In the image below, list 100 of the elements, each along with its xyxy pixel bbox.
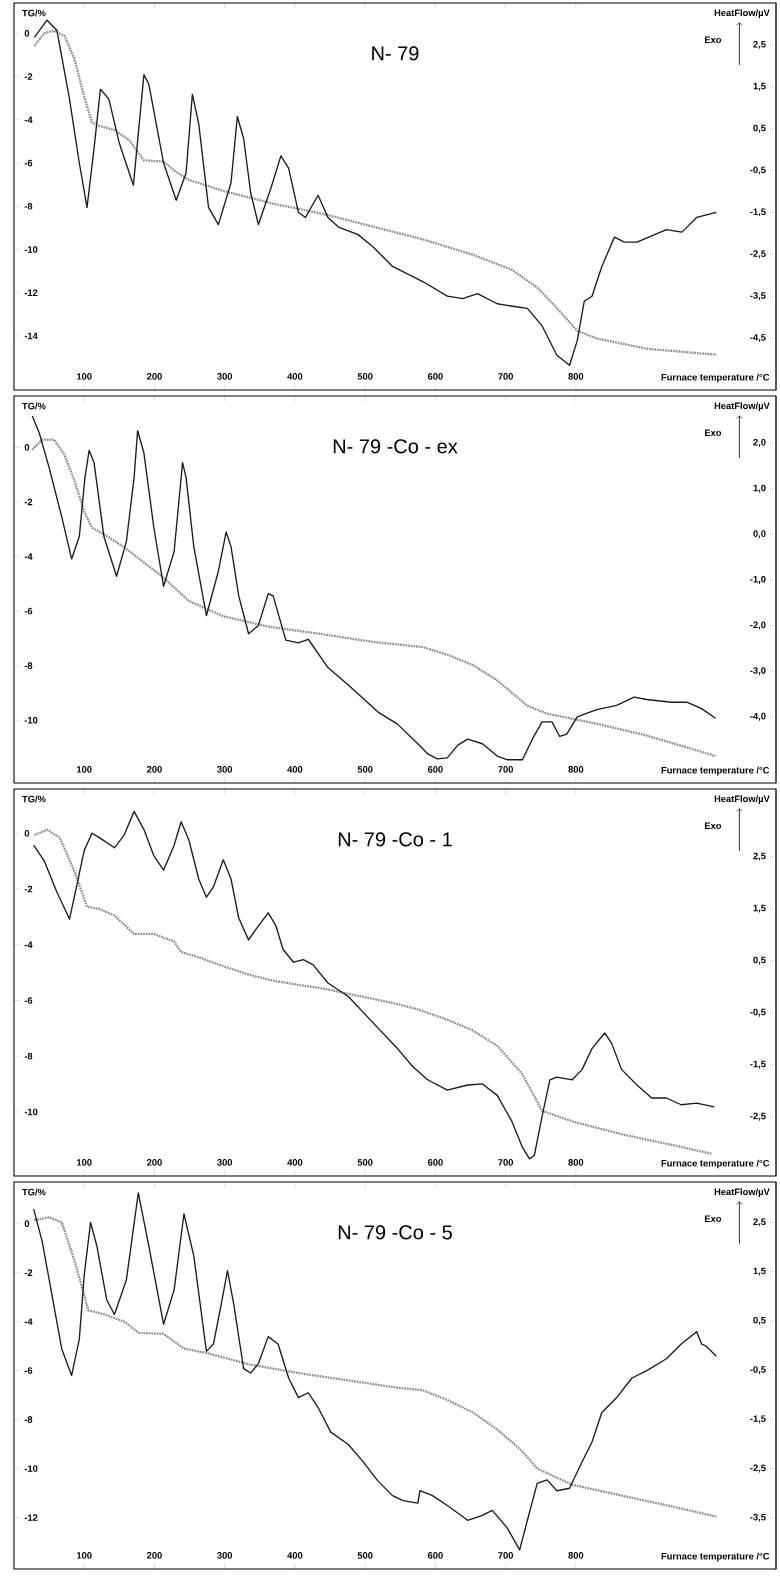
x-tick-label: 800 bbox=[568, 373, 584, 380]
y2-tick-label: 2,5 bbox=[753, 852, 766, 861]
y-tick-label: -10 bbox=[24, 246, 38, 253]
y2-tick-label: -2,5 bbox=[750, 1464, 766, 1473]
annotation: Exo bbox=[705, 822, 722, 830]
x-tick-label: 800 bbox=[568, 1159, 584, 1166]
y-tick-label: -4 bbox=[24, 553, 33, 560]
y2-tick-label: 1,0 bbox=[753, 484, 766, 493]
x-tick-label: 700 bbox=[498, 1552, 514, 1559]
x-tick-label: 700 bbox=[498, 1159, 514, 1166]
x-tick-label: 100 bbox=[77, 766, 92, 773]
y-tick-label: 0 bbox=[24, 1220, 30, 1227]
y-axis-title: TG/% bbox=[22, 402, 46, 410]
x-tick-label: 300 bbox=[217, 1159, 233, 1166]
annotation: Exo bbox=[705, 36, 722, 44]
x-tick-label: 100 bbox=[77, 1552, 92, 1559]
y-axis-title: TG/% bbox=[22, 9, 46, 17]
x-tick-label: 600 bbox=[427, 1159, 443, 1166]
x-tick-label: 500 bbox=[357, 766, 373, 773]
y-tick-label: -2 bbox=[24, 1269, 33, 1276]
y2-axis-title: HeatFlow/µV bbox=[714, 402, 770, 411]
y2-axis-title: HeatFlow/µV bbox=[714, 1188, 770, 1197]
y2-tick-label: 1,5 bbox=[753, 904, 766, 913]
x-tick-label: 500 bbox=[357, 373, 373, 380]
y-tick-label: 0 bbox=[24, 29, 30, 37]
y2-tick-label: 2,5 bbox=[753, 40, 766, 49]
y-tick-label: -12 bbox=[24, 289, 38, 296]
y2-tick-label: 1,5 bbox=[753, 1267, 766, 1276]
y2-tick-label: -1,5 bbox=[750, 208, 766, 217]
y2-tick-label: 0,0 bbox=[753, 530, 766, 539]
y-axis-title: TG/% bbox=[22, 795, 46, 803]
y-tick-label: 0 bbox=[24, 830, 30, 837]
y-tick-label: -10 bbox=[24, 1465, 38, 1472]
y2-tick-label: -3,5 bbox=[750, 1513, 766, 1522]
y2-tick-label: -4,0 bbox=[750, 712, 766, 721]
annotation: Exo bbox=[705, 429, 722, 437]
x-tick-label: 400 bbox=[287, 1159, 303, 1166]
x-tick-label: 800 bbox=[568, 1552, 584, 1559]
x-tick-label: 200 bbox=[146, 766, 162, 773]
y-tick-label: -10 bbox=[24, 1108, 38, 1116]
x-tick-label: 500 bbox=[357, 1159, 373, 1166]
y2-axis-title: HeatFlow/µV bbox=[714, 9, 770, 18]
y-tick-label: -4 bbox=[24, 941, 33, 948]
y-tick-label: -2 bbox=[24, 73, 33, 80]
y-tick-label: -6 bbox=[24, 1367, 33, 1374]
x-tick-label: 300 bbox=[217, 1552, 233, 1559]
y2-tick-label: -1,5 bbox=[750, 1415, 766, 1424]
y-tick-label: -4 bbox=[24, 1318, 33, 1325]
y-tick-label: -10 bbox=[24, 716, 38, 724]
x-tick-label: 600 bbox=[427, 373, 443, 380]
x-axis-title: Furnace temperature /°C bbox=[661, 766, 770, 776]
x-tick-label: 200 bbox=[146, 373, 162, 380]
x-axis-title: Furnace temperature /°C bbox=[661, 1159, 770, 1169]
y2-tick-label: 0,5 bbox=[753, 124, 766, 133]
x-tick-label: 800 bbox=[568, 766, 584, 773]
text: N- 79 -Co - ex bbox=[333, 439, 458, 454]
y2-tick-label: 2,5 bbox=[753, 1218, 766, 1227]
x-tick-label: 100 bbox=[77, 1159, 92, 1166]
y2-tick-label: 0,5 bbox=[753, 956, 766, 965]
x-tick-label: 400 bbox=[287, 373, 303, 380]
x-axis-title: Furnace temperature /°C bbox=[661, 373, 770, 383]
y2-tick-label: -2,5 bbox=[750, 1112, 766, 1121]
text: N- 79 -Co - 1 bbox=[338, 832, 452, 847]
y-tick-label: -6 bbox=[24, 159, 33, 167]
y-tick-label: -8 bbox=[24, 662, 33, 669]
y-tick-label: -14 bbox=[24, 332, 38, 340]
x-tick-label: 100 bbox=[77, 373, 92, 380]
x-tick-label: 200 bbox=[146, 1159, 162, 1166]
y-tick-label: -12 bbox=[24, 1514, 38, 1521]
y2-tick-label: -4,5 bbox=[750, 334, 766, 342]
y-axis-title: TG/% bbox=[22, 1188, 46, 1196]
x-tick-label: 600 bbox=[427, 1552, 443, 1559]
x-tick-label: 400 bbox=[287, 1552, 303, 1559]
y-tick-label: -6 bbox=[24, 607, 33, 615]
x-tick-label: 300 bbox=[217, 766, 233, 773]
x-tick-label: 600 bbox=[427, 766, 443, 773]
y2-tick-label: 1,5 bbox=[753, 82, 766, 91]
annotation: Exo bbox=[705, 1215, 722, 1223]
x-tick-label: 200 bbox=[146, 1552, 162, 1559]
y-tick-label: -8 bbox=[24, 1416, 33, 1423]
y-tick-label: -8 bbox=[24, 1052, 33, 1060]
y-tick-label: -4 bbox=[24, 116, 33, 123]
x-axis-title: Furnace temperature /°C bbox=[661, 1552, 770, 1562]
y2-tick-label: 2,0 bbox=[753, 439, 766, 447]
y2-tick-label: -1,0 bbox=[750, 575, 766, 584]
y-tick-label: -8 bbox=[24, 202, 33, 210]
y2-tick-label: -2,5 bbox=[750, 250, 766, 259]
y2-tick-label: -0,5 bbox=[750, 1008, 766, 1017]
x-tick-label: 400 bbox=[287, 766, 303, 773]
y2-tick-label: -0,5 bbox=[750, 1366, 766, 1375]
x-tick-label: 700 bbox=[498, 373, 514, 380]
y2-tick-label: -3,0 bbox=[750, 667, 766, 676]
x-tick-label: 700 bbox=[498, 766, 514, 773]
y2-tick-label: -2,0 bbox=[750, 621, 766, 630]
text: N- 79 bbox=[372, 46, 419, 61]
y2-tick-label: -0,5 bbox=[750, 166, 766, 175]
y2-tick-label: -1,5 bbox=[750, 1060, 766, 1069]
y2-tick-label: -3,5 bbox=[750, 292, 766, 301]
y-tick-label: -2 bbox=[24, 498, 33, 506]
y-tick-label: -2 bbox=[24, 885, 33, 893]
